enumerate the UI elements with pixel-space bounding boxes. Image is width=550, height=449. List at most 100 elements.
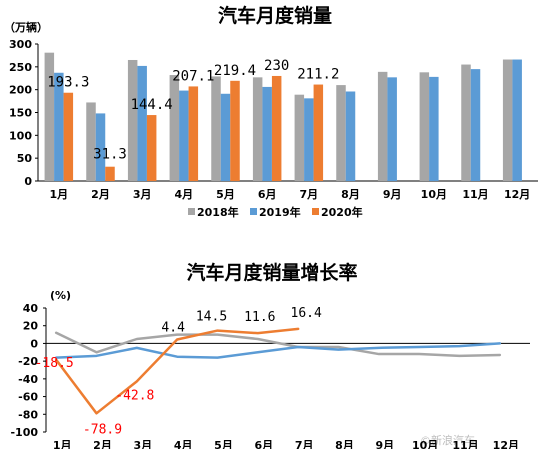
bar-2020年 — [105, 166, 115, 181]
line-y-tick-label: -40 — [18, 373, 38, 386]
bar-2018年 — [294, 94, 305, 181]
legend-label: 2018年 — [197, 205, 239, 219]
bar-2018年 — [211, 76, 221, 181]
line-data-label: 16.4 — [291, 306, 322, 321]
line-series-2020年 — [54, 327, 300, 415]
bar-2018年 — [169, 75, 180, 181]
bar-x-tick-label: 4月 — [175, 188, 194, 201]
bar-2019年 — [179, 90, 189, 181]
bar-data-label: 207.1 — [172, 68, 214, 84]
bar-x-tick-label: 8月 — [341, 188, 360, 201]
bar-x-tick-label: 5月 — [216, 188, 235, 201]
line-chart-unit-label: (%) — [50, 289, 71, 302]
legend-label: 2019年 — [259, 205, 301, 219]
bar-x-tick-label: 12月 — [504, 188, 530, 201]
bar-x-tick-label: 3月 — [133, 188, 152, 201]
line-chart-title: 汽车月度销量增长率 — [186, 261, 357, 284]
bar-2018年 — [502, 59, 513, 181]
line-data-label: 11.6 — [244, 310, 275, 325]
bar-y-tick-label: 300 — [9, 38, 32, 51]
bar-x-tick-label: 2月 — [91, 188, 110, 201]
line-y-tick-label: 40 — [23, 302, 39, 315]
line-data-label: -78.9 — [83, 422, 122, 437]
bar-y-tick-label: 150 — [9, 107, 32, 120]
bar-2018年 — [127, 59, 138, 181]
bar-2020年 — [146, 115, 157, 181]
line-x-tick-label: 1月 — [53, 439, 72, 449]
line-data-label: -18.5 — [35, 356, 74, 371]
bar-2019年 — [429, 76, 439, 181]
line-x-tick-label: 3月 — [134, 439, 153, 449]
bar-y-tick-label: 50 — [17, 152, 33, 165]
bar-2019年 — [387, 77, 397, 181]
line-x-tick-label: 5月 — [214, 439, 233, 449]
line-x-tick-label: 2月 — [93, 439, 112, 449]
bar-2018年 — [377, 71, 388, 181]
bar-2019年 — [95, 113, 106, 181]
bar-y-tick-label: 100 — [9, 129, 32, 142]
bar-2019年 — [470, 69, 481, 181]
bar-2018年 — [461, 64, 471, 181]
bar-data-label: 31.3 — [93, 147, 127, 163]
bar-data-label: 144.4 — [131, 97, 173, 113]
legend-label: 2020年 — [321, 205, 363, 219]
line-data-label: -42.8 — [115, 388, 154, 403]
bar-x-tick-label: 11月 — [462, 188, 488, 201]
line-x-tick-label: 9月 — [376, 439, 395, 449]
line-y-tick-label: -20 — [18, 355, 38, 368]
line-y-tick-label: -80 — [18, 408, 38, 421]
bar-2020年 — [271, 75, 282, 181]
line-x-tick-label: 8月 — [335, 439, 354, 449]
line-x-tick-label: 12月 — [493, 439, 519, 449]
line-x-tick-label: 10月 — [412, 439, 438, 449]
bar-2019年 — [54, 72, 64, 181]
bar-2018年 — [336, 85, 346, 181]
watermark: ©新浪汽车 — [420, 433, 475, 447]
line-series-2018年 — [54, 331, 502, 358]
line-data-label: 4.4 — [161, 321, 185, 336]
bar-2018年 — [252, 77, 263, 181]
line-x-tick-label: 11月 — [452, 439, 478, 449]
bar-x-tick-label: 10月 — [421, 188, 447, 201]
bar-x-tick-label: 6月 — [258, 188, 277, 201]
bar-data-label: 211.2 — [297, 67, 339, 83]
bar-2019年 — [304, 98, 314, 181]
bar-2019年 — [345, 91, 356, 181]
legend-swatch-2019年 — [250, 208, 257, 215]
line-y-tick-label: -100 — [10, 426, 38, 439]
bar-x-tick-label: 9月 — [383, 188, 402, 201]
bar-2018年 — [419, 72, 430, 181]
bar-2019年 — [220, 93, 231, 181]
bar-2020年 — [63, 92, 74, 181]
bar-data-label: 230 — [264, 58, 289, 74]
legend-swatch-2020年 — [312, 208, 319, 215]
line-x-tick-label: 7月 — [295, 439, 314, 449]
bar-2018年 — [86, 102, 96, 181]
bar-chart-unit-label: （万辆） — [4, 20, 48, 34]
bar-y-tick-label: 200 — [9, 84, 32, 97]
bar-y-tick-label: 250 — [9, 61, 32, 74]
bar-data-label: 219.4 — [214, 63, 256, 79]
bar-2020年 — [313, 84, 324, 181]
line-y-tick-label: 20 — [23, 320, 39, 333]
line-y-tick-label: -60 — [18, 391, 38, 404]
legend-swatch-2018年 — [188, 208, 195, 215]
line-y-tick-label: 0 — [30, 337, 38, 350]
bar-2019年 — [137, 65, 147, 181]
bar-chart-title: 汽车月度销量 — [218, 4, 332, 27]
bar-y-tick-label: 0 — [24, 175, 32, 188]
line-series-2019年 — [54, 342, 502, 359]
bar-2020年 — [230, 80, 240, 181]
bar-data-label: 193.3 — [47, 75, 89, 91]
line-x-tick-label: 6月 — [255, 439, 274, 449]
bar-2020年 — [188, 86, 199, 181]
bar-x-tick-label: 1月 — [50, 188, 69, 201]
bar-2019年 — [512, 59, 522, 181]
bar-2019年 — [262, 86, 272, 181]
line-x-tick-label: 4月 — [174, 439, 193, 449]
bar-x-tick-label: 7月 — [300, 188, 319, 201]
bar-2018年 — [44, 52, 55, 181]
line-data-label: 14.5 — [196, 310, 227, 325]
